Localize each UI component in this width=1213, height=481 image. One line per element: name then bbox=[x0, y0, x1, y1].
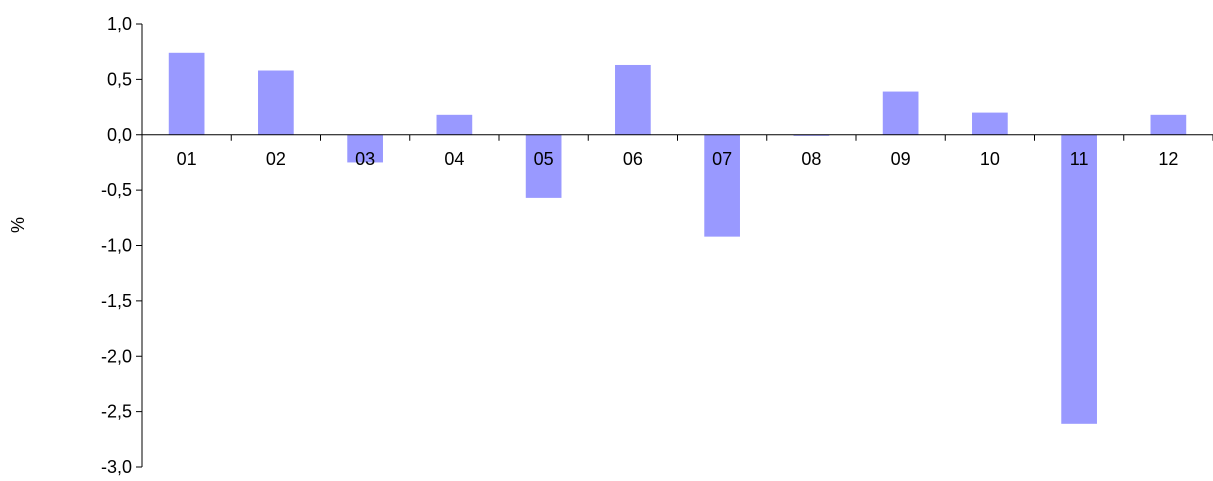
x-tick-label: 08 bbox=[801, 149, 821, 169]
bar-03 bbox=[347, 134, 383, 163]
y-axis-title: % bbox=[8, 217, 28, 233]
x-axis-labels: 01 02 03 04 05 06 07 08 09 10 11 12 bbox=[177, 149, 1179, 169]
bar-02 bbox=[258, 70, 294, 135]
y-tick-label: -1,5 bbox=[101, 291, 132, 311]
x-tick-label: 12 bbox=[1158, 149, 1178, 169]
x-tick-label: 10 bbox=[980, 149, 1000, 169]
y-tick-label: 1,0 bbox=[107, 14, 132, 34]
y-tick-label: 0,5 bbox=[107, 69, 132, 89]
y-axis-ticks: 1,0 0,5 0,0 -0,5 -1,0 -1,5 -2,0 -2,5 -3,0 bbox=[101, 14, 142, 477]
bar-01 bbox=[168, 52, 205, 135]
bar-12 bbox=[1150, 114, 1187, 135]
x-tick-label: 04 bbox=[444, 149, 464, 169]
x-tick-label: 02 bbox=[266, 149, 286, 169]
bar-04 bbox=[436, 114, 473, 135]
y-tick-label: -1,0 bbox=[101, 236, 132, 256]
bar-05 bbox=[525, 134, 562, 198]
y-tick-label: -2,0 bbox=[101, 346, 132, 366]
bar-06 bbox=[615, 64, 651, 135]
bar-series bbox=[168, 52, 1187, 424]
x-axis-ticks bbox=[141, 134, 1213, 141]
bar-09 bbox=[882, 91, 919, 135]
x-tick-label: 09 bbox=[891, 149, 911, 169]
y-tick-label: -2,5 bbox=[101, 402, 132, 422]
y-tick-label: -0,5 bbox=[101, 180, 132, 200]
bar-08 bbox=[793, 134, 830, 136]
bar-11 bbox=[1061, 134, 1097, 424]
y-tick-label: -3,0 bbox=[101, 457, 132, 477]
bar-10 bbox=[972, 112, 1008, 135]
bar-07 bbox=[704, 134, 740, 237]
x-tick-label: 06 bbox=[623, 149, 643, 169]
x-tick-label: 01 bbox=[177, 149, 197, 169]
x-tick-label: 03 bbox=[355, 149, 375, 169]
y-tick-label: 0,0 bbox=[107, 125, 132, 145]
x-tick-label: 07 bbox=[712, 149, 732, 169]
x-tick-label: 11 bbox=[1070, 149, 1089, 169]
x-tick-label: 05 bbox=[534, 149, 554, 169]
